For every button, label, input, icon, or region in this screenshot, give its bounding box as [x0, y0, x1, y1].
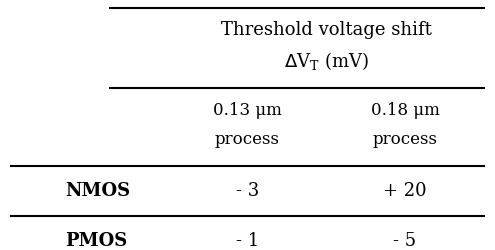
Text: - 5: - 5 [394, 231, 417, 249]
Text: process: process [373, 130, 438, 147]
Text: PMOS: PMOS [65, 231, 128, 249]
Text: 0.13 μm: 0.13 μm [213, 102, 282, 118]
Text: 0.18 μm: 0.18 μm [371, 102, 440, 118]
Text: NMOS: NMOS [65, 182, 131, 200]
Text: - 1: - 1 [236, 231, 259, 249]
Text: + 20: + 20 [383, 182, 427, 200]
Text: Threshold voltage shift: Threshold voltage shift [221, 21, 432, 39]
Text: - 3: - 3 [236, 182, 259, 200]
Text: $\Delta$V$_\mathregular{T}$ (mV): $\Delta$V$_\mathregular{T}$ (mV) [284, 50, 369, 72]
Text: process: process [215, 130, 280, 147]
